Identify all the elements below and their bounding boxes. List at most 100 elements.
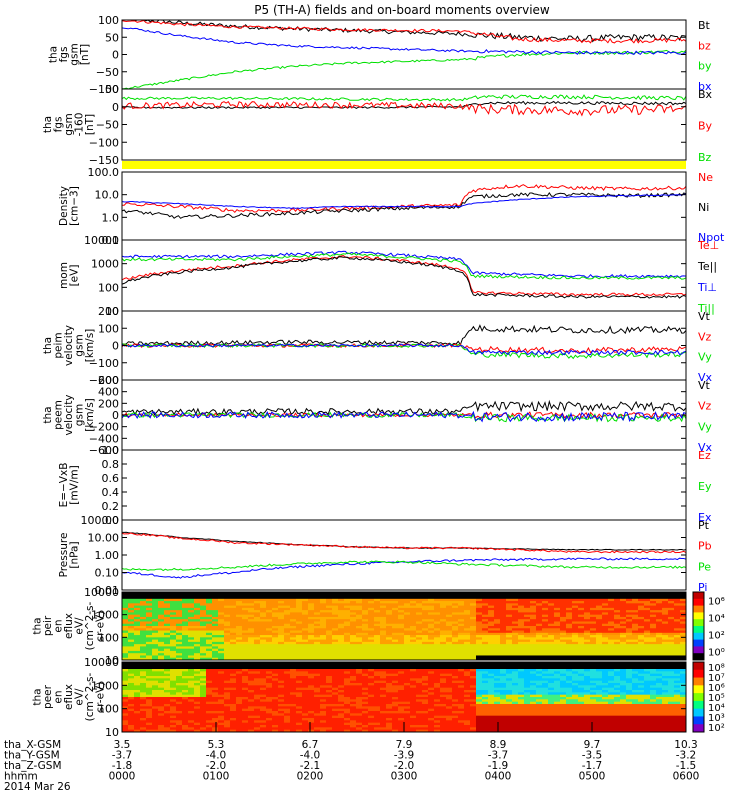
heatmap-cell [416,669,423,672]
heatmap-cell [548,639,555,643]
heatmap-cell [236,727,243,731]
heatmap-cell [302,683,309,686]
heatmap-cell [356,715,363,719]
heatmap-cell [212,619,219,622]
heatmap-cell [416,632,423,636]
heatmap-cell [230,669,237,672]
heatmap-cell [332,616,339,620]
heatmap-cell [548,644,555,647]
heatmap-cell [188,704,195,707]
heatmap-cell [308,612,315,616]
heatmap-cell [668,614,675,618]
heatmap-cell [164,720,171,724]
heatmap-cell [248,639,255,643]
heatmap-cell [188,690,195,693]
heatmap-cell [368,596,375,600]
heatmap-cell [314,713,321,717]
heatmap-cell [188,680,195,684]
heatmap-cell [236,650,243,654]
heatmap-cell [182,687,189,691]
heatmap-cell [278,694,285,698]
heatmap-cell [650,619,657,622]
heatmap-cell [662,612,669,616]
heatmap-cell [566,655,573,659]
heatmap-cell [170,671,177,675]
heatmap-cell [656,655,663,659]
heatmap-cell [350,666,357,670]
heatmap-cell [506,657,513,661]
heatmap-cell [152,701,159,705]
heatmap-cell [440,676,447,679]
heatmap-cell [260,610,267,613]
heatmap-cell [188,648,195,652]
heatmap-cell [284,683,291,686]
heatmap-cell [302,641,309,645]
heatmap-cell [476,646,483,650]
heatmap-cell [560,637,567,640]
heatmap-cell [602,646,609,650]
heatmap-cell [518,610,525,613]
heatmap-cell [254,662,261,665]
heatmap-cell [248,601,255,604]
heatmap-cell [206,603,213,606]
heatmap-cell [230,704,237,707]
heatmap-cell [146,630,153,634]
heatmap-cell [626,603,633,606]
heatmap-cell [614,616,621,620]
heatmap-cell [458,655,465,659]
heatmap-cell [362,687,369,691]
heatmap-cell [266,619,273,622]
heatmap-cell [392,603,399,606]
heatmap-cell [362,596,369,600]
heatmap-cell [332,623,339,627]
heatmap-cell [620,641,627,645]
heatmap-cell [626,632,633,636]
heatmap-cell [596,650,603,654]
heatmap-cell [350,680,357,684]
heatmap-cell [140,685,147,689]
heatmap-cell [212,708,219,712]
heatmap-cell [518,594,525,597]
heatmap-cell [122,701,129,705]
heatmap-cell [476,650,483,654]
heatmap-cell [524,614,531,618]
heatmap-cell [278,725,285,728]
heatmap-cell [470,655,477,659]
heatmap-cell [158,650,165,654]
heatmap-cell [332,720,339,724]
heatmap-cell [650,637,657,640]
heatmap-cell [158,711,165,714]
legend-Pt: Pt [698,519,710,532]
heatmap-cell [296,711,303,714]
heatmap-cell [332,706,339,710]
heatmap-cell [530,644,537,647]
heatmap-cell [200,669,207,672]
heatmap-cell [356,621,363,625]
heatmap-cell [242,729,249,733]
heatmap-cell [596,598,603,602]
heatmap-cell [680,603,687,606]
heatmap-cell [410,607,417,611]
heatmap-cell [440,592,447,595]
heatmap-cell [122,671,129,675]
heatmap-cell [140,669,147,672]
heatmap-cell [302,655,309,659]
heatmap-cell [278,646,285,650]
heatmap-cell [446,601,453,604]
heatmap-cell [200,706,207,710]
heatmap-cell [158,598,165,602]
heatmap-cell [176,592,183,595]
heatmap-cell [290,718,297,721]
series-Ne [121,184,687,214]
heatmap-cell [332,637,339,640]
heatmap-cell [380,644,387,647]
heatmap-cell [410,666,417,670]
heatmap-cell [500,697,507,700]
heatmap-cell [584,598,591,602]
heatmap-cell [542,614,549,618]
heatmap-cell [410,699,417,703]
heatmap-cell [536,592,543,595]
heatmap-cell [164,664,171,668]
heatmap-cell [416,616,423,620]
heatmap-cell [230,614,237,618]
